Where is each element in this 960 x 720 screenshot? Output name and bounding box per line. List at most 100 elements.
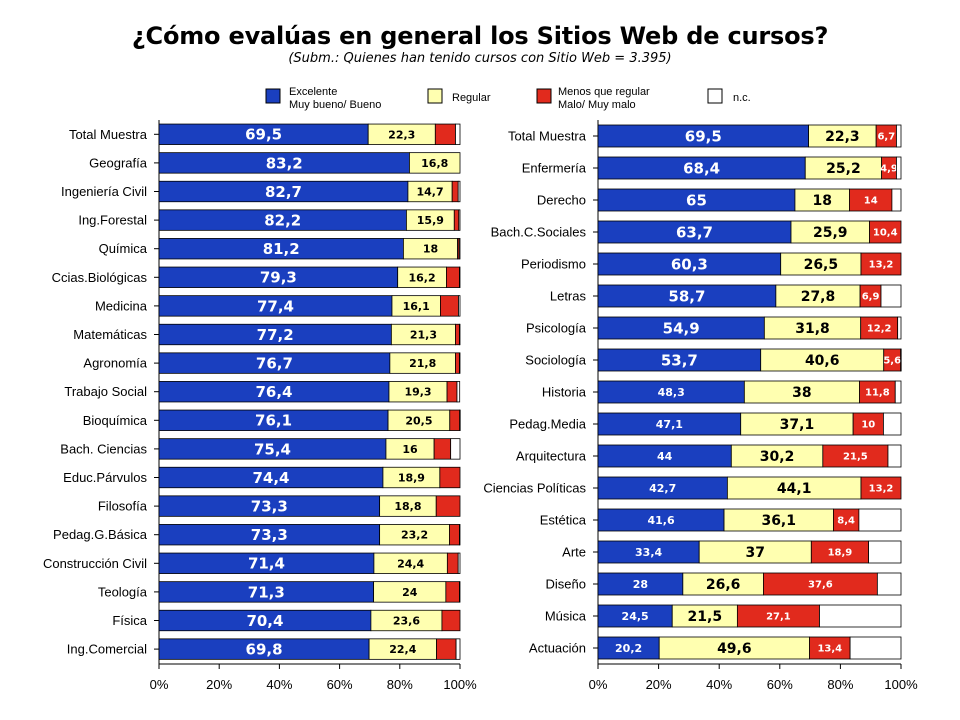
data-label-regular-filosofia: 18,8 (394, 500, 421, 513)
bar-nc-diseno (876, 572, 902, 596)
category-label-enfermeria: Enfermería (522, 161, 587, 176)
data-label-menos-musica: 27,1 (766, 612, 791, 623)
data-label-regular-total-muestra: 22,3 (388, 128, 415, 141)
bar-nc-bioquimica (459, 409, 461, 431)
data-label-excelente-ciencias-politicas: 42,7 (649, 482, 676, 495)
data-label-regular-construccion-civil: 24,4 (397, 557, 424, 570)
data-label-excelente-agronomia: 76,7 (256, 355, 293, 373)
bar-nc-construccion-civil (457, 552, 461, 574)
data-label-menos-enfermeria: 4,9 (880, 164, 898, 175)
bar-nc-quimica (458, 238, 461, 260)
bar-nc-sociologia (900, 348, 902, 372)
category-label-ing-comercial: Ing.Comercial (67, 642, 147, 657)
bar-menos-ciencias-politicas (860, 476, 902, 500)
data-label-excelente-teologia: 71,3 (248, 583, 285, 601)
data-label-regular-historia: 38 (792, 385, 811, 401)
category-label-geografia: Geografía (89, 155, 148, 170)
bar-menos-bach-c-sociales (869, 220, 902, 244)
bar-nc-musica (819, 604, 902, 628)
category-label-pedag-media: Pedag.Media (509, 417, 586, 432)
chart-subtitle: (Subm.: Quienes han tenido cursos con Si… (288, 51, 672, 66)
bar-nc-pedag-g-basica (458, 524, 461, 546)
category-label-bioquimica: Bioquímica (83, 413, 148, 428)
category-label-ing-forestal: Ing.Forestal (78, 213, 147, 228)
data-label-menos-total-muestra: 6,7 (877, 132, 895, 143)
data-label-excelente-psicologia: 54,9 (663, 319, 700, 337)
data-label-menos-letras: 6,9 (862, 292, 880, 303)
data-label-regular-ingenieria-civil: 14,7 (416, 185, 443, 198)
bar-menos-ing-comercial (436, 638, 457, 660)
data-label-excelente-ing-comercial: 69,8 (246, 641, 283, 659)
data-label-excelente-bach-c-sociales: 63,7 (676, 223, 713, 241)
legend-swatch-excelente (265, 88, 281, 104)
legend-swatch-nc (707, 88, 723, 104)
category-label-fisica: Física (112, 613, 147, 628)
category-label-teologia: Teología (98, 584, 148, 599)
category-label-filosofia: Filosofía (98, 499, 148, 514)
bar-nc-total-muestra (896, 124, 902, 148)
data-label-excelente-geografia: 83,2 (266, 154, 303, 172)
data-label-menos-historia: 11,8 (865, 388, 890, 399)
bar-menos-ingenieria-civil (451, 180, 459, 203)
data-label-excelente-trabajo-social: 76,4 (255, 383, 292, 401)
bar-nc-letras (880, 284, 902, 308)
data-label-menos-arte: 18,9 (828, 548, 853, 559)
data-label-regular-ciencias-politicas: 44,1 (777, 481, 812, 497)
category-label-psicologia: Psicología (526, 321, 587, 336)
data-label-regular-musica: 21,5 (688, 609, 723, 625)
data-label-regular-quimica: 18 (423, 243, 438, 256)
category-label-total-muestra: Total Muestra (508, 129, 587, 144)
category-label-ingenieria-civil: Ingeniería Civil (61, 184, 147, 199)
category-label-medicina: Medicina (95, 298, 148, 313)
bar-nc-ing-comercial (455, 638, 461, 660)
chart-panel-right: 0% 20% 40% 60% 80% 100% Total Muestra 69,5 22,3 6… (483, 120, 918, 692)
bar-menos-medicina (440, 295, 459, 317)
bar-nc-arte (868, 540, 902, 564)
data-label-regular-ing-comercial: 22,4 (389, 643, 416, 656)
bar-nc-psicologia (897, 316, 902, 340)
data-label-regular-educ-parvulos: 18,9 (398, 471, 425, 484)
bar-menos-teologia (445, 581, 460, 603)
x-tick-label: 0% (150, 677, 169, 692)
bar-menos-bach-ciencias (433, 438, 452, 460)
bar-nc-derecho (891, 188, 902, 212)
x-tick-label: 60% (767, 677, 793, 692)
legend-label-excelente: Muy bueno/ Bueno (289, 99, 381, 111)
data-label-excelente-periodismo: 60,3 (671, 255, 708, 273)
data-label-regular-trabajo-social: 19,3 (404, 386, 431, 399)
category-label-historia: Historia (542, 385, 587, 400)
data-label-menos-sociologia: 5,6 (883, 356, 901, 367)
data-label-excelente-educ-parvulos: 74,4 (252, 469, 289, 487)
category-label-ccias-biologicas: Ccias.Biológicas (52, 270, 148, 285)
data-label-excelente-medicina: 77,4 (257, 297, 294, 315)
bar-menos-ccias-biologicas (446, 266, 460, 288)
title-block: ¿Cómo evalúas en general los Sitios Web … (0, 22, 960, 66)
data-label-regular-sociologia: 40,6 (805, 353, 840, 369)
bar-menos-fisica (441, 609, 461, 632)
bar-nc-ccias-biologicas (458, 266, 461, 288)
bar-nc-total-muestra (455, 123, 461, 145)
category-label-estetica: Estética (540, 513, 587, 528)
data-label-regular-matematicas: 21,3 (410, 328, 437, 341)
data-label-regular-periodismo: 26,5 (804, 257, 839, 273)
data-label-menos-periodismo: 13,2 (869, 260, 894, 271)
bar-nc-arquitectura (887, 444, 902, 468)
data-label-excelente-bioquimica: 76,1 (255, 412, 292, 430)
data-label-regular-arte: 37 (746, 545, 765, 561)
data-label-excelente-derecho: 65 (686, 191, 707, 209)
bar-regular-geografia (409, 152, 461, 174)
bar-nc-pedag-media (883, 412, 902, 436)
x-tick-label: 100% (443, 677, 477, 692)
data-label-menos-pedag-media: 10 (861, 420, 875, 431)
data-label-excelente-estetica: 41,6 (647, 514, 674, 527)
data-label-excelente-ccias-biologicas: 79,3 (260, 269, 297, 287)
data-label-regular-diseno: 26,6 (706, 577, 741, 593)
bar-nc-agronomia (458, 352, 461, 374)
data-label-regular-teologia: 24 (402, 586, 418, 599)
bar-menos-matematicas (455, 323, 460, 346)
data-label-regular-arquitectura: 30,2 (760, 449, 795, 465)
bar-nc-actuacion (849, 636, 902, 660)
bar-nc-matematicas (458, 323, 461, 346)
category-label-diseno: Diseño (546, 577, 586, 592)
